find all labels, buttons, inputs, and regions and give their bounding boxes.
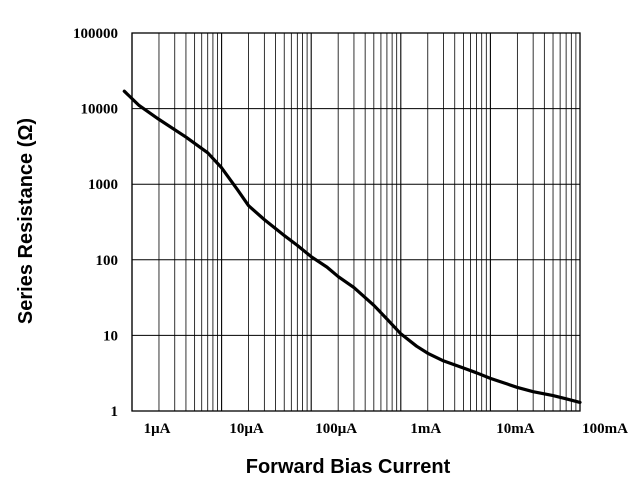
y-tick-label: 100000: [73, 26, 118, 42]
y-tick-label: 10: [103, 328, 118, 344]
series-layer: [124, 91, 580, 402]
y-tick-label: 1: [111, 404, 119, 420]
plot-frame: [132, 33, 580, 411]
y-tick-label: 1000: [88, 177, 118, 193]
x-axis-ticks: 1μA 10μA 100μA 1mA 10mA 100mA: [144, 421, 629, 437]
x-tick-label: 100μA: [315, 421, 357, 437]
y-axis-ticks: 1 10 100 1000 10000 100000: [73, 26, 118, 420]
x-tick-label: 1mA: [410, 421, 441, 437]
x-tick-label: 10mA: [496, 421, 534, 437]
y-tick-label: 10000: [81, 102, 119, 118]
x-tick-label: 10μA: [229, 421, 264, 437]
series-line: [124, 91, 580, 402]
y-axis-title: Series Resistance (Ω): [15, 118, 37, 324]
x-tick-label: 1μA: [144, 421, 171, 437]
x-axis-title: Forward Bias Current: [246, 456, 451, 478]
y-tick-label: 100: [96, 253, 119, 269]
grid: [132, 33, 580, 411]
x-tick-label: 100mA: [582, 421, 628, 437]
